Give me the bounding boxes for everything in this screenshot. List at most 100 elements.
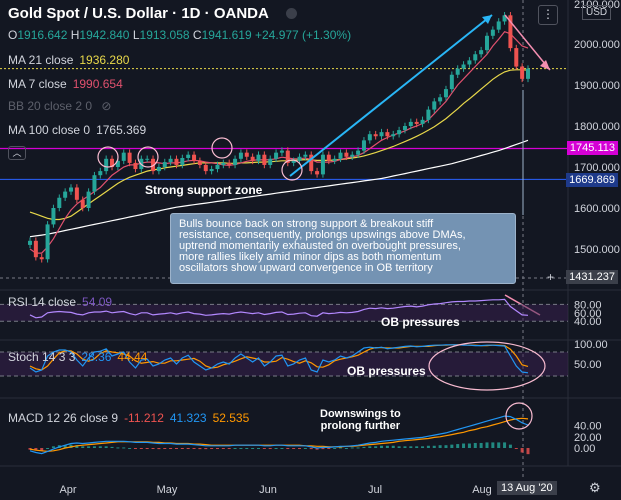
candle-body <box>192 154 197 161</box>
candle-body <box>127 152 132 163</box>
macd-hist-bar <box>256 448 260 449</box>
add-plus-icon[interactable]: + <box>547 270 555 284</box>
macd-hist-bar <box>51 446 55 448</box>
more-options-icon[interactable]: ⋮ <box>538 5 558 25</box>
candle-body <box>373 134 378 137</box>
macd-hist-bar <box>239 448 243 449</box>
candle-body <box>133 162 138 170</box>
macd-hist-bar <box>81 446 85 448</box>
candle-body <box>244 152 249 157</box>
macd-circle <box>505 402 533 430</box>
candle-body <box>414 121 419 124</box>
macd-hist-bar <box>221 448 225 449</box>
price-tick-label: 1600.000 <box>574 203 620 215</box>
candle-body <box>279 150 284 153</box>
macd-hist-bar <box>514 448 518 449</box>
chart-title: Gold Spot / U.S. Dollar · 1D · OANDA <box>8 5 269 22</box>
macd-hist-bar <box>421 446 425 448</box>
stoch-tick-label: 100.00 <box>574 339 608 351</box>
gear-icon[interactable]: ⚙ <box>589 480 601 495</box>
x-tick-label: Jun <box>259 484 277 496</box>
macd-hist-bar <box>520 448 524 453</box>
candle-body <box>367 134 372 141</box>
candle-body <box>385 132 390 137</box>
candle-body <box>426 109 431 120</box>
candle-body <box>420 119 425 124</box>
candle-body <box>391 134 396 137</box>
macd-hist-bar <box>415 446 419 448</box>
settings-dot-icon[interactable] <box>286 8 297 19</box>
macd-hist-bar <box>204 448 208 450</box>
candle-body <box>473 54 478 61</box>
candle-body <box>438 97 443 102</box>
analysis-callout: Bulls bounce back on strong support & br… <box>170 213 516 284</box>
macd-hist-bar <box>333 448 337 449</box>
trendline-arrow <box>289 14 493 177</box>
candle-body <box>467 60 472 65</box>
ma100-legend[interactable]: MA 100 close 0 1765.369 <box>8 123 147 137</box>
candle-body <box>361 140 366 151</box>
macd-hist-bar <box>403 446 407 448</box>
candle-body <box>156 167 161 172</box>
candle-body <box>86 191 91 208</box>
x-tick-label: Aug <box>472 484 492 496</box>
bb-legend[interactable]: BB 20 close 2 0 ⊘ <box>8 99 112 113</box>
macd-hist-bar <box>233 448 237 449</box>
macd-hist-bar <box>63 445 67 448</box>
macd-hist-bar <box>75 445 79 448</box>
candle-body <box>121 152 126 161</box>
rsi-legend[interactable]: RSI 14 close 54.09 <box>8 295 113 309</box>
candle-body <box>379 132 384 137</box>
candle-body <box>203 164 208 172</box>
candle-body <box>174 158 179 165</box>
candle-body <box>303 154 308 157</box>
candle-body <box>45 224 50 260</box>
macd-hist-bar <box>116 447 120 449</box>
macd-hist-bar <box>169 448 173 449</box>
candle-body <box>432 101 437 110</box>
candle-body <box>250 156 255 161</box>
eye-hidden-icon[interactable]: ⊘ <box>101 99 112 113</box>
macd-hist-bar <box>491 442 495 448</box>
macd-hist-bar <box>286 448 290 449</box>
ma7-legend[interactable]: MA 7 close 1990.654 <box>8 77 123 91</box>
candle-body <box>28 240 32 245</box>
candle-body <box>209 169 214 172</box>
macd-hist-bar <box>380 445 384 448</box>
candle-body <box>268 158 273 165</box>
candle-body <box>233 158 238 165</box>
macd-tick-label: 20.00 <box>574 432 602 444</box>
collapse-chevron-icon[interactable]: ︿ <box>8 146 26 160</box>
candle-body <box>461 64 466 69</box>
macd-hist-bar <box>344 448 348 449</box>
candle-body <box>508 15 513 49</box>
macd-hist-bar <box>350 447 354 449</box>
support-price-tag: 1669.869 <box>566 173 618 187</box>
candle-body <box>315 171 320 175</box>
macd-legend[interactable]: MACD 12 26 close 9 -11.212 41.323 52.535 <box>8 411 250 425</box>
candle-body <box>180 157 185 165</box>
candle-body <box>151 158 156 172</box>
stoch-legend[interactable]: Stoch 14 3 3 28.36 44.44 <box>8 350 148 364</box>
macd-hist-bar <box>151 448 155 449</box>
ma21-legend[interactable]: MA 21 close 1936.280 <box>8 53 130 67</box>
candle-body <box>502 15 507 22</box>
support-circle <box>97 146 119 168</box>
candle-body <box>186 154 191 158</box>
macd-hist-bar <box>274 448 278 449</box>
macd-hist-bar <box>87 446 91 448</box>
candle-body <box>92 175 97 192</box>
macd-hist-bar <box>309 448 313 450</box>
price-tick-label: 1500.000 <box>574 244 620 256</box>
candle-body <box>350 154 355 157</box>
macd-hist-bar <box>245 448 249 449</box>
ma7-line <box>29 30 529 254</box>
candle-body <box>98 171 103 176</box>
macd-hist-bar <box>268 448 272 449</box>
candle-body <box>455 68 460 75</box>
macd-hist-bar <box>122 447 126 449</box>
macd-hist-bar <box>227 448 231 449</box>
macd-hist-bar <box>444 445 448 448</box>
macd-hist-bar <box>280 448 284 449</box>
currency-badge[interactable]: USD <box>582 5 612 20</box>
